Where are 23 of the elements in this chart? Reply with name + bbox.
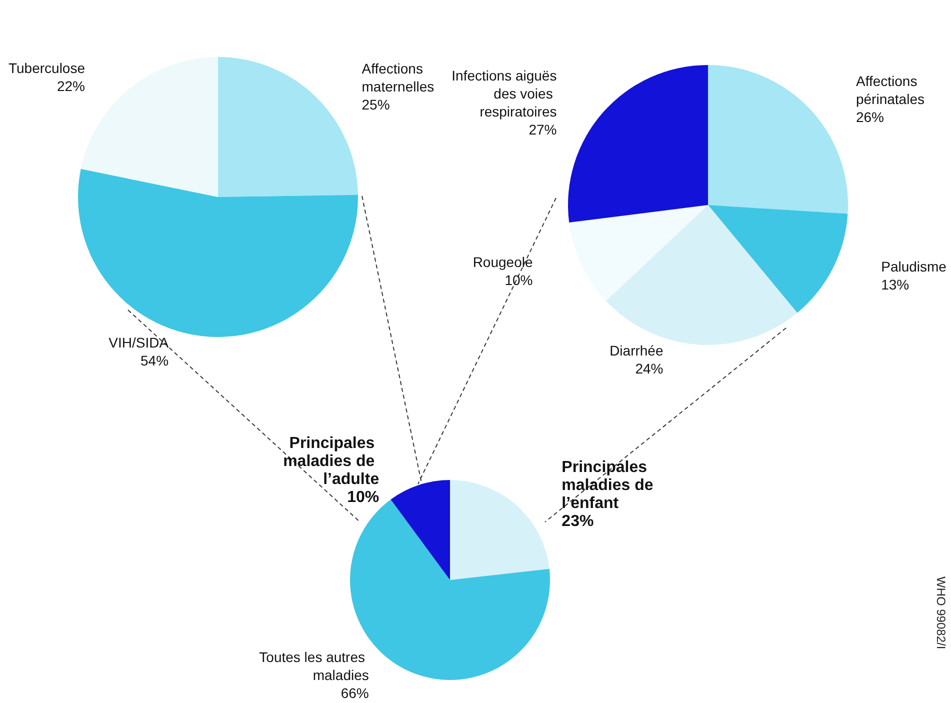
slice-label: Paludisme	[881, 258, 947, 274]
slice-label: Affections maternelles	[362, 60, 434, 95]
data-label: 10%	[504, 272, 533, 288]
data-label: 66%	[340, 685, 369, 701]
slice-label: Infections aiguës des voies respiratoires	[452, 67, 557, 120]
data-label: 25%	[362, 96, 390, 113]
text: WHO 99082/I	[934, 576, 948, 650]
slice-label: Affections périnatales	[856, 72, 924, 107]
slice-label: Diarrhée	[610, 342, 664, 359]
slice-label: Principales maladies de l’enfant	[562, 458, 658, 512]
data-label: 22%	[56, 78, 86, 94]
slice-label: Principales maladies de l’adulte	[283, 435, 380, 488]
data-label: 26%	[856, 108, 884, 125]
slice-label: Toutes les autres maladies	[259, 649, 369, 683]
slice-label: Tuberculose	[8, 60, 86, 76]
data-label: 13%	[881, 276, 910, 292]
slice-label: VIH/SIDA	[108, 334, 170, 350]
slice-label: Rougeole	[472, 254, 533, 270]
data-label: 23%	[562, 512, 594, 530]
data-label: 24%	[635, 360, 664, 377]
data-label: 27%	[528, 121, 557, 138]
data-label: 10%	[347, 489, 380, 506]
data-label: 54%	[140, 352, 169, 368]
